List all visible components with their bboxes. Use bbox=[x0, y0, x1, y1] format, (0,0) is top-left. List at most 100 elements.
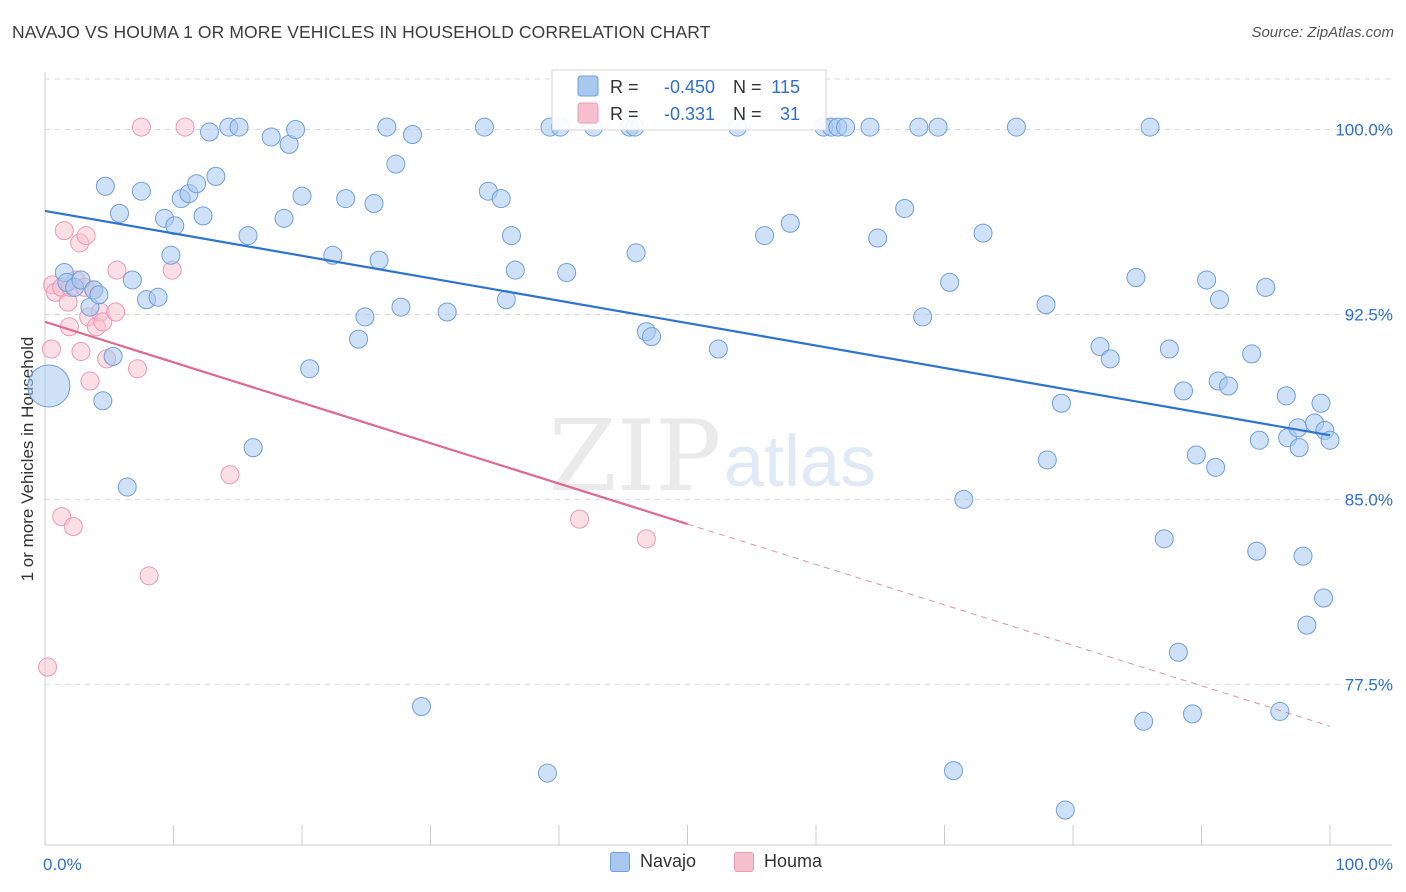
navajo-point bbox=[110, 203, 130, 223]
navajo-point bbox=[122, 270, 142, 290]
navajo-point bbox=[1174, 381, 1194, 401]
navajo-point bbox=[1320, 430, 1340, 450]
legend-label-navajo: Navajo bbox=[640, 851, 697, 871]
houma-legend-swatch bbox=[577, 102, 599, 124]
navajo-point bbox=[1256, 277, 1276, 297]
navajo-point bbox=[187, 174, 207, 194]
houma-point bbox=[220, 465, 240, 485]
navajo-point bbox=[1247, 541, 1267, 561]
navajo-point bbox=[1140, 117, 1160, 137]
navajo-point bbox=[1183, 704, 1203, 724]
navajo-point bbox=[1218, 376, 1238, 396]
source-label: Source: ZipAtlas.com bbox=[1251, 24, 1394, 41]
y-tick-labels: 100.0% 92.5% 85.0% 77.5% bbox=[1335, 121, 1393, 695]
navajo-point bbox=[148, 287, 168, 307]
navajo-point bbox=[286, 120, 306, 140]
houma-point bbox=[76, 226, 96, 246]
navajo-point bbox=[626, 243, 646, 263]
navajo-point bbox=[71, 270, 91, 290]
houma-point bbox=[570, 509, 590, 529]
navajo-point bbox=[93, 391, 113, 411]
navajo-n-label: N = bbox=[733, 77, 762, 97]
navajo-point bbox=[274, 208, 294, 228]
houma-n-value: 31 bbox=[780, 104, 800, 124]
navajo-point bbox=[238, 226, 258, 246]
navajo-point bbox=[1249, 430, 1269, 450]
houma-point bbox=[175, 117, 195, 137]
navajo-point bbox=[1314, 588, 1334, 608]
navajo-point bbox=[913, 307, 933, 327]
x-tick-label: 0.0% bbox=[43, 855, 82, 874]
navajo-point bbox=[377, 117, 397, 137]
legend-item-navajo: Navajo bbox=[610, 851, 696, 872]
navajo-point bbox=[943, 761, 963, 781]
navajo-point bbox=[1293, 546, 1313, 566]
navajo-point bbox=[437, 302, 457, 322]
navajo-point bbox=[103, 346, 123, 366]
navajo-point bbox=[193, 206, 213, 226]
navajo-point bbox=[909, 117, 929, 137]
navajo-point bbox=[300, 359, 320, 379]
houma-point bbox=[106, 302, 126, 322]
navajo-point bbox=[1297, 615, 1317, 635]
navajo-point bbox=[1037, 450, 1057, 470]
navajo-point bbox=[1100, 349, 1120, 369]
y-tick-label: 92.5% bbox=[1345, 305, 1393, 324]
legend-swatch-navajo bbox=[610, 851, 630, 872]
navajo-point bbox=[95, 176, 115, 196]
navajo-point bbox=[229, 117, 249, 137]
series-legend: Navajo Houma bbox=[0, 851, 1406, 877]
houma-r-label: R = bbox=[610, 104, 639, 124]
watermark-atlas: atlas bbox=[724, 422, 876, 502]
navajo-point bbox=[1270, 701, 1290, 721]
navajo-point bbox=[1168, 642, 1188, 662]
navajo-point bbox=[1134, 711, 1154, 731]
houma-point bbox=[71, 341, 91, 361]
navajo-point bbox=[1154, 529, 1174, 549]
navajo-point bbox=[117, 477, 137, 497]
gridlines bbox=[45, 78, 1392, 685]
navajo-point bbox=[261, 127, 281, 147]
houma-point bbox=[107, 260, 127, 280]
houma-r-value: -0.331 bbox=[664, 104, 715, 124]
houma-point bbox=[80, 371, 100, 391]
navajo-point bbox=[1206, 457, 1226, 477]
houma-point bbox=[41, 339, 61, 359]
navajo-point bbox=[292, 186, 312, 206]
y-tick-label: 100.0% bbox=[1335, 121, 1393, 140]
navajo-point bbox=[491, 189, 511, 209]
navajo-point bbox=[474, 117, 494, 137]
navajo-point bbox=[243, 438, 263, 458]
navajo-point bbox=[557, 263, 577, 283]
navajo-point bbox=[386, 154, 406, 174]
legend-swatch-houma bbox=[734, 851, 754, 872]
houma-point bbox=[38, 657, 58, 677]
houma-point bbox=[636, 529, 656, 549]
legend-label-houma: Houma bbox=[764, 851, 823, 871]
navajo-point bbox=[868, 228, 888, 248]
navajo-point bbox=[369, 250, 389, 270]
y-tick-label: 77.5% bbox=[1345, 675, 1393, 694]
legend-item-houma: Houma bbox=[734, 851, 822, 872]
houma-point bbox=[93, 312, 113, 332]
navajo-point bbox=[928, 117, 948, 137]
navajo-point bbox=[1209, 290, 1229, 310]
navajo-point bbox=[364, 194, 384, 214]
navajo-point bbox=[89, 285, 109, 305]
navajo-point bbox=[1036, 295, 1056, 315]
navajo-legend-swatch bbox=[577, 75, 599, 97]
navajo-point bbox=[1186, 445, 1206, 465]
navajo-point bbox=[391, 297, 411, 317]
navajo-point bbox=[206, 166, 226, 186]
navajo-point bbox=[954, 489, 974, 509]
navajo-point bbox=[336, 189, 356, 209]
navajo-point bbox=[755, 226, 775, 246]
trend-lines bbox=[44, 209, 1331, 727]
navajo-point bbox=[1289, 438, 1309, 458]
navajo-point bbox=[1051, 393, 1071, 413]
navajo-point bbox=[1126, 267, 1146, 287]
navajo-point bbox=[1242, 344, 1262, 364]
navajo-point bbox=[501, 226, 521, 246]
houma-trend-line bbox=[44, 320, 688, 526]
houma-point bbox=[139, 566, 159, 586]
